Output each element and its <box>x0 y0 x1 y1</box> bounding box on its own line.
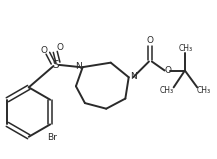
Text: CH₃: CH₃ <box>179 44 193 53</box>
Text: Br: Br <box>47 133 57 142</box>
Text: N: N <box>130 72 137 81</box>
Text: O: O <box>146 36 154 45</box>
Text: O: O <box>57 43 64 52</box>
Text: S: S <box>53 60 59 70</box>
Text: N: N <box>75 62 82 71</box>
Text: CH₃: CH₃ <box>197 86 211 95</box>
Text: O: O <box>41 46 48 55</box>
Text: O: O <box>164 66 171 75</box>
Text: CH₃: CH₃ <box>160 86 174 95</box>
